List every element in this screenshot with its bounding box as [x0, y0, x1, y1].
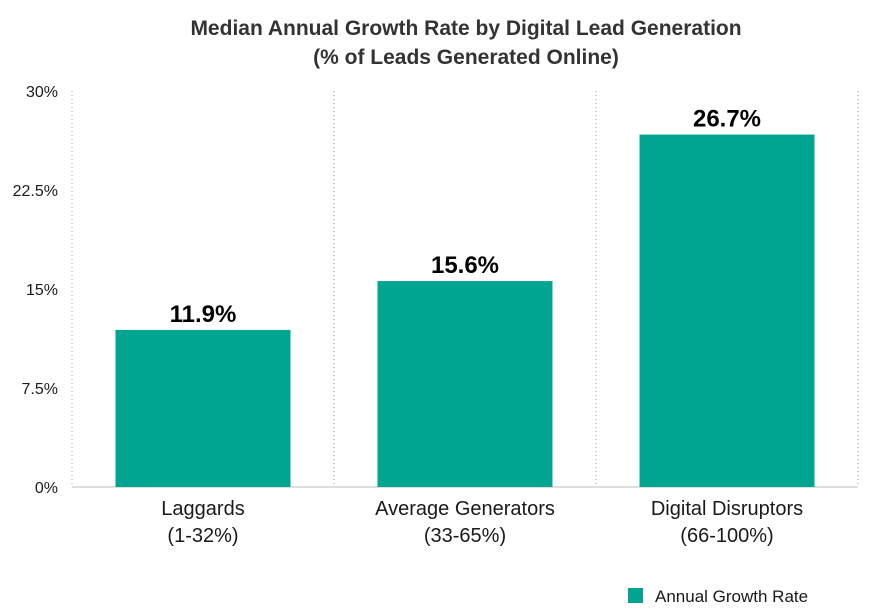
y-tick-label: 15% [26, 282, 58, 299]
category-label: (66-100%) [680, 525, 773, 547]
category-labels: Laggards (1-32%) Average Generators (33-65%… [161, 498, 803, 547]
bar [639, 134, 815, 487]
y-tick-label: 0% [35, 480, 58, 497]
legend-swatch [628, 588, 643, 603]
legend-label: Annual Growth Rate [655, 587, 808, 606]
category-label: (33-65%) [424, 525, 506, 547]
data-label: 26.7% [693, 106, 761, 133]
category-label: (1-32%) [167, 525, 238, 547]
bar [115, 329, 291, 487]
bars [115, 134, 815, 487]
chart-title: Median Annual Growth Rate by Digital Lea… [190, 17, 741, 40]
y-axis-ticks: 0% 7.5% 15% 22.5% 30% [13, 84, 58, 497]
category-label: Digital Disruptors [651, 498, 803, 520]
data-label: 11.9% [170, 301, 237, 328]
legend: Annual Growth Rate [628, 587, 808, 606]
data-label: 15.6% [431, 252, 499, 279]
chart-subtitle: (% of Leads Generated Online) [313, 46, 619, 69]
category-label: Laggards [161, 498, 244, 520]
bar [377, 281, 553, 487]
data-labels: 11.9% 15.6% 26.7% [170, 106, 761, 328]
y-tick-label: 22.5% [13, 183, 58, 200]
y-tick-label: 30% [26, 84, 58, 101]
category-label: Average Generators [375, 498, 555, 520]
y-tick-label: 7.5% [22, 381, 58, 398]
